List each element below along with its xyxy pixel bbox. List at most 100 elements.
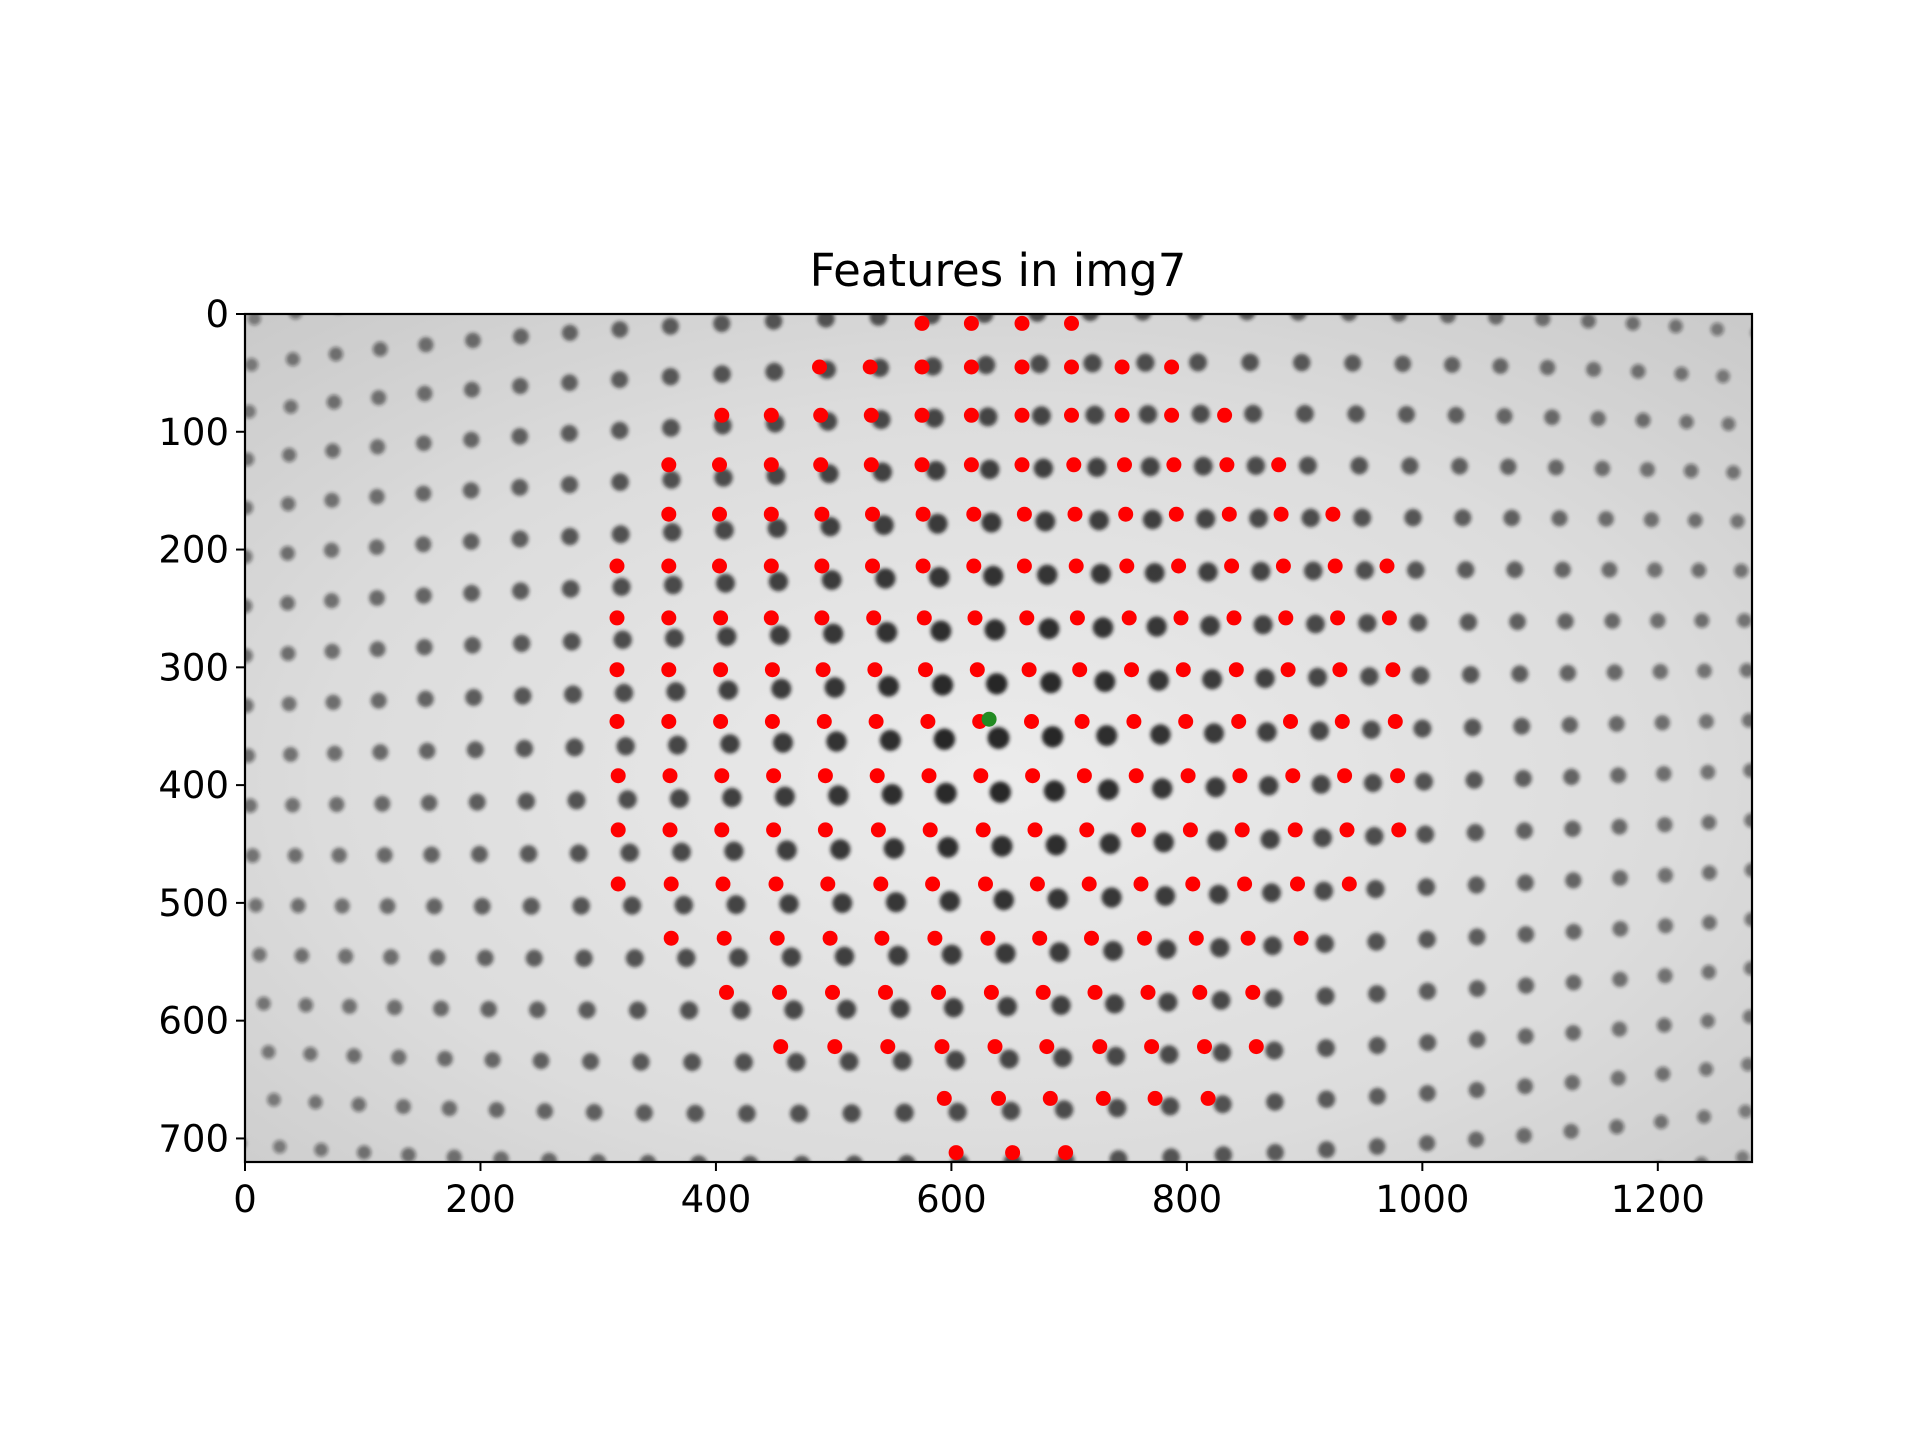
grid-dot bbox=[611, 421, 629, 440]
grid-dot bbox=[561, 324, 579, 341]
grid-dot bbox=[665, 628, 684, 648]
grid-dot bbox=[325, 443, 341, 459]
grid-dot bbox=[975, 314, 994, 323]
grid-dot bbox=[1099, 833, 1121, 854]
grid-dot bbox=[484, 1051, 501, 1068]
feature-point bbox=[1069, 610, 1085, 626]
feature-point bbox=[1133, 876, 1149, 892]
feature-point bbox=[763, 457, 779, 473]
grid-dot bbox=[1463, 718, 1482, 737]
grid-dot bbox=[1418, 982, 1437, 1000]
feature-point bbox=[1332, 662, 1348, 678]
grid-dot bbox=[369, 641, 386, 658]
x-tick-label: 200 bbox=[445, 1178, 516, 1221]
feature-point bbox=[1285, 768, 1301, 784]
grid-dot bbox=[370, 439, 386, 455]
grid-dot bbox=[346, 1048, 362, 1064]
feature-point bbox=[1271, 457, 1287, 473]
grid-dot bbox=[569, 844, 588, 863]
grid-dot bbox=[1656, 766, 1672, 782]
grid-dot bbox=[1314, 881, 1334, 901]
feature-point bbox=[662, 768, 678, 784]
grid-dot bbox=[997, 996, 1017, 1017]
grid-dot bbox=[837, 999, 857, 1019]
grid-dot bbox=[1106, 1046, 1126, 1066]
grid-dot bbox=[326, 394, 342, 410]
grid-dot bbox=[1468, 928, 1486, 946]
grid-dot bbox=[1757, 373, 1770, 386]
feature-point bbox=[867, 662, 883, 678]
feature-point bbox=[766, 768, 782, 784]
feature-point bbox=[661, 610, 677, 626]
grid-dot bbox=[1264, 989, 1283, 1008]
grid-dot bbox=[927, 513, 948, 534]
grid-dot bbox=[878, 675, 899, 697]
feature-point bbox=[661, 558, 677, 574]
grid-dot bbox=[881, 784, 903, 805]
grid-dot bbox=[1053, 1048, 1073, 1068]
grid-dot bbox=[1289, 314, 1307, 321]
feature-point bbox=[1245, 984, 1261, 1000]
grid-dot bbox=[946, 1050, 966, 1070]
grid-dot bbox=[1030, 354, 1049, 374]
grid-dot bbox=[666, 682, 686, 702]
feature-point bbox=[1014, 457, 1030, 473]
grid-dot bbox=[245, 404, 256, 419]
grid-dot bbox=[477, 949, 494, 967]
feature-point bbox=[1240, 930, 1256, 946]
grid-dot bbox=[1674, 366, 1689, 381]
grid-dot bbox=[1198, 562, 1218, 582]
grid-dot bbox=[1136, 353, 1155, 372]
grid-dot bbox=[415, 536, 432, 553]
grid-dot bbox=[522, 897, 540, 915]
grid-dot bbox=[1563, 768, 1580, 786]
grid-dot bbox=[1390, 314, 1407, 322]
grid-dot bbox=[722, 787, 742, 808]
grid-dot bbox=[342, 998, 357, 1014]
feature-point bbox=[662, 822, 678, 838]
grid-dot bbox=[1035, 511, 1056, 532]
grid-dot bbox=[875, 568, 896, 589]
grid-dot bbox=[824, 677, 845, 698]
feature-point bbox=[973, 768, 989, 784]
grid-dot bbox=[1612, 870, 1628, 886]
feature-point bbox=[1390, 768, 1406, 784]
grid-dot bbox=[285, 797, 300, 813]
feature-point bbox=[714, 822, 730, 838]
grid-dot bbox=[1565, 1025, 1581, 1041]
feature-point bbox=[610, 822, 626, 838]
feature-point bbox=[661, 714, 677, 729]
grid-dot bbox=[281, 496, 296, 512]
grid-dot bbox=[1368, 1036, 1387, 1055]
grid-dot bbox=[1257, 722, 1277, 742]
grid-dot bbox=[426, 898, 443, 915]
grid-dot bbox=[1535, 314, 1551, 327]
grid-dot bbox=[1702, 915, 1717, 930]
grid-dot bbox=[632, 1053, 650, 1071]
feature-point bbox=[1219, 457, 1235, 473]
grid-dot bbox=[898, 1154, 916, 1162]
grid-dot bbox=[417, 385, 433, 402]
grid-dot bbox=[1407, 561, 1425, 579]
grid-dot bbox=[1204, 723, 1224, 744]
grid-dot bbox=[1465, 771, 1483, 789]
feature-point bbox=[1126, 714, 1142, 729]
grid-dot bbox=[416, 435, 432, 452]
grid-dot bbox=[1640, 462, 1655, 478]
grid-dot bbox=[1411, 666, 1430, 685]
grid-dot bbox=[1654, 715, 1671, 731]
grid-dot bbox=[1419, 1034, 1437, 1052]
grid-dot bbox=[1105, 994, 1125, 1014]
grid-dot bbox=[1564, 1074, 1581, 1091]
grid-dot bbox=[267, 1092, 281, 1107]
grid-dot bbox=[1500, 458, 1517, 475]
grid-dot bbox=[383, 949, 399, 965]
feature-point bbox=[1387, 714, 1403, 729]
grid-dot bbox=[441, 1100, 458, 1117]
grid-dot bbox=[989, 781, 1011, 803]
feature-point bbox=[866, 610, 882, 626]
grid-dot bbox=[351, 1097, 367, 1112]
grid-dot bbox=[1514, 770, 1532, 787]
grid-dot bbox=[1085, 405, 1105, 425]
feature-point bbox=[863, 457, 879, 473]
